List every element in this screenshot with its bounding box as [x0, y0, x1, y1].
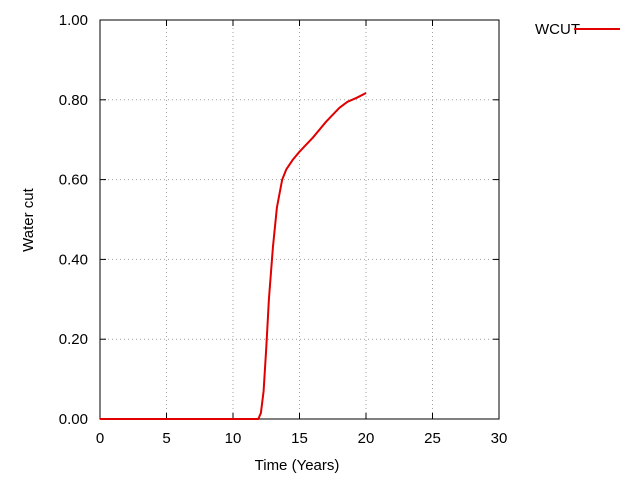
series-line-wcut: [100, 92, 367, 420]
x-tick-label: 20: [358, 430, 375, 447]
y-axis-label: Water cut: [20, 187, 37, 251]
y-tick-label: 0.20: [59, 331, 88, 348]
x-axis: 0 5 10 15 20 25 30: [96, 20, 508, 447]
x-tick-label: 25: [424, 430, 441, 447]
y-tick-label: 1.00: [59, 12, 88, 29]
x-tick-label: 15: [291, 430, 308, 447]
series-layer: [100, 92, 367, 420]
grid: [100, 20, 499, 419]
y-tick-label: 0.00: [59, 411, 88, 428]
x-tick-label: 30: [491, 430, 508, 447]
x-tick-label: 0: [96, 430, 104, 447]
plot-area-frame: [99, 19, 500, 420]
y-axis: 0.00 0.20 0.40 0.60 0.80 1.00: [59, 12, 499, 428]
x-tick-label: 10: [225, 430, 242, 447]
legend-label-wcut: WCUT: [535, 21, 580, 38]
legend: WCUT: [535, 21, 620, 38]
y-tick-label: 0.40: [59, 251, 88, 268]
x-axis-label: Time (Years): [255, 457, 340, 474]
y-tick-label: 0.60: [59, 172, 88, 189]
y-tick-label: 0.80: [59, 92, 88, 109]
x-tick-label: 5: [162, 430, 170, 447]
